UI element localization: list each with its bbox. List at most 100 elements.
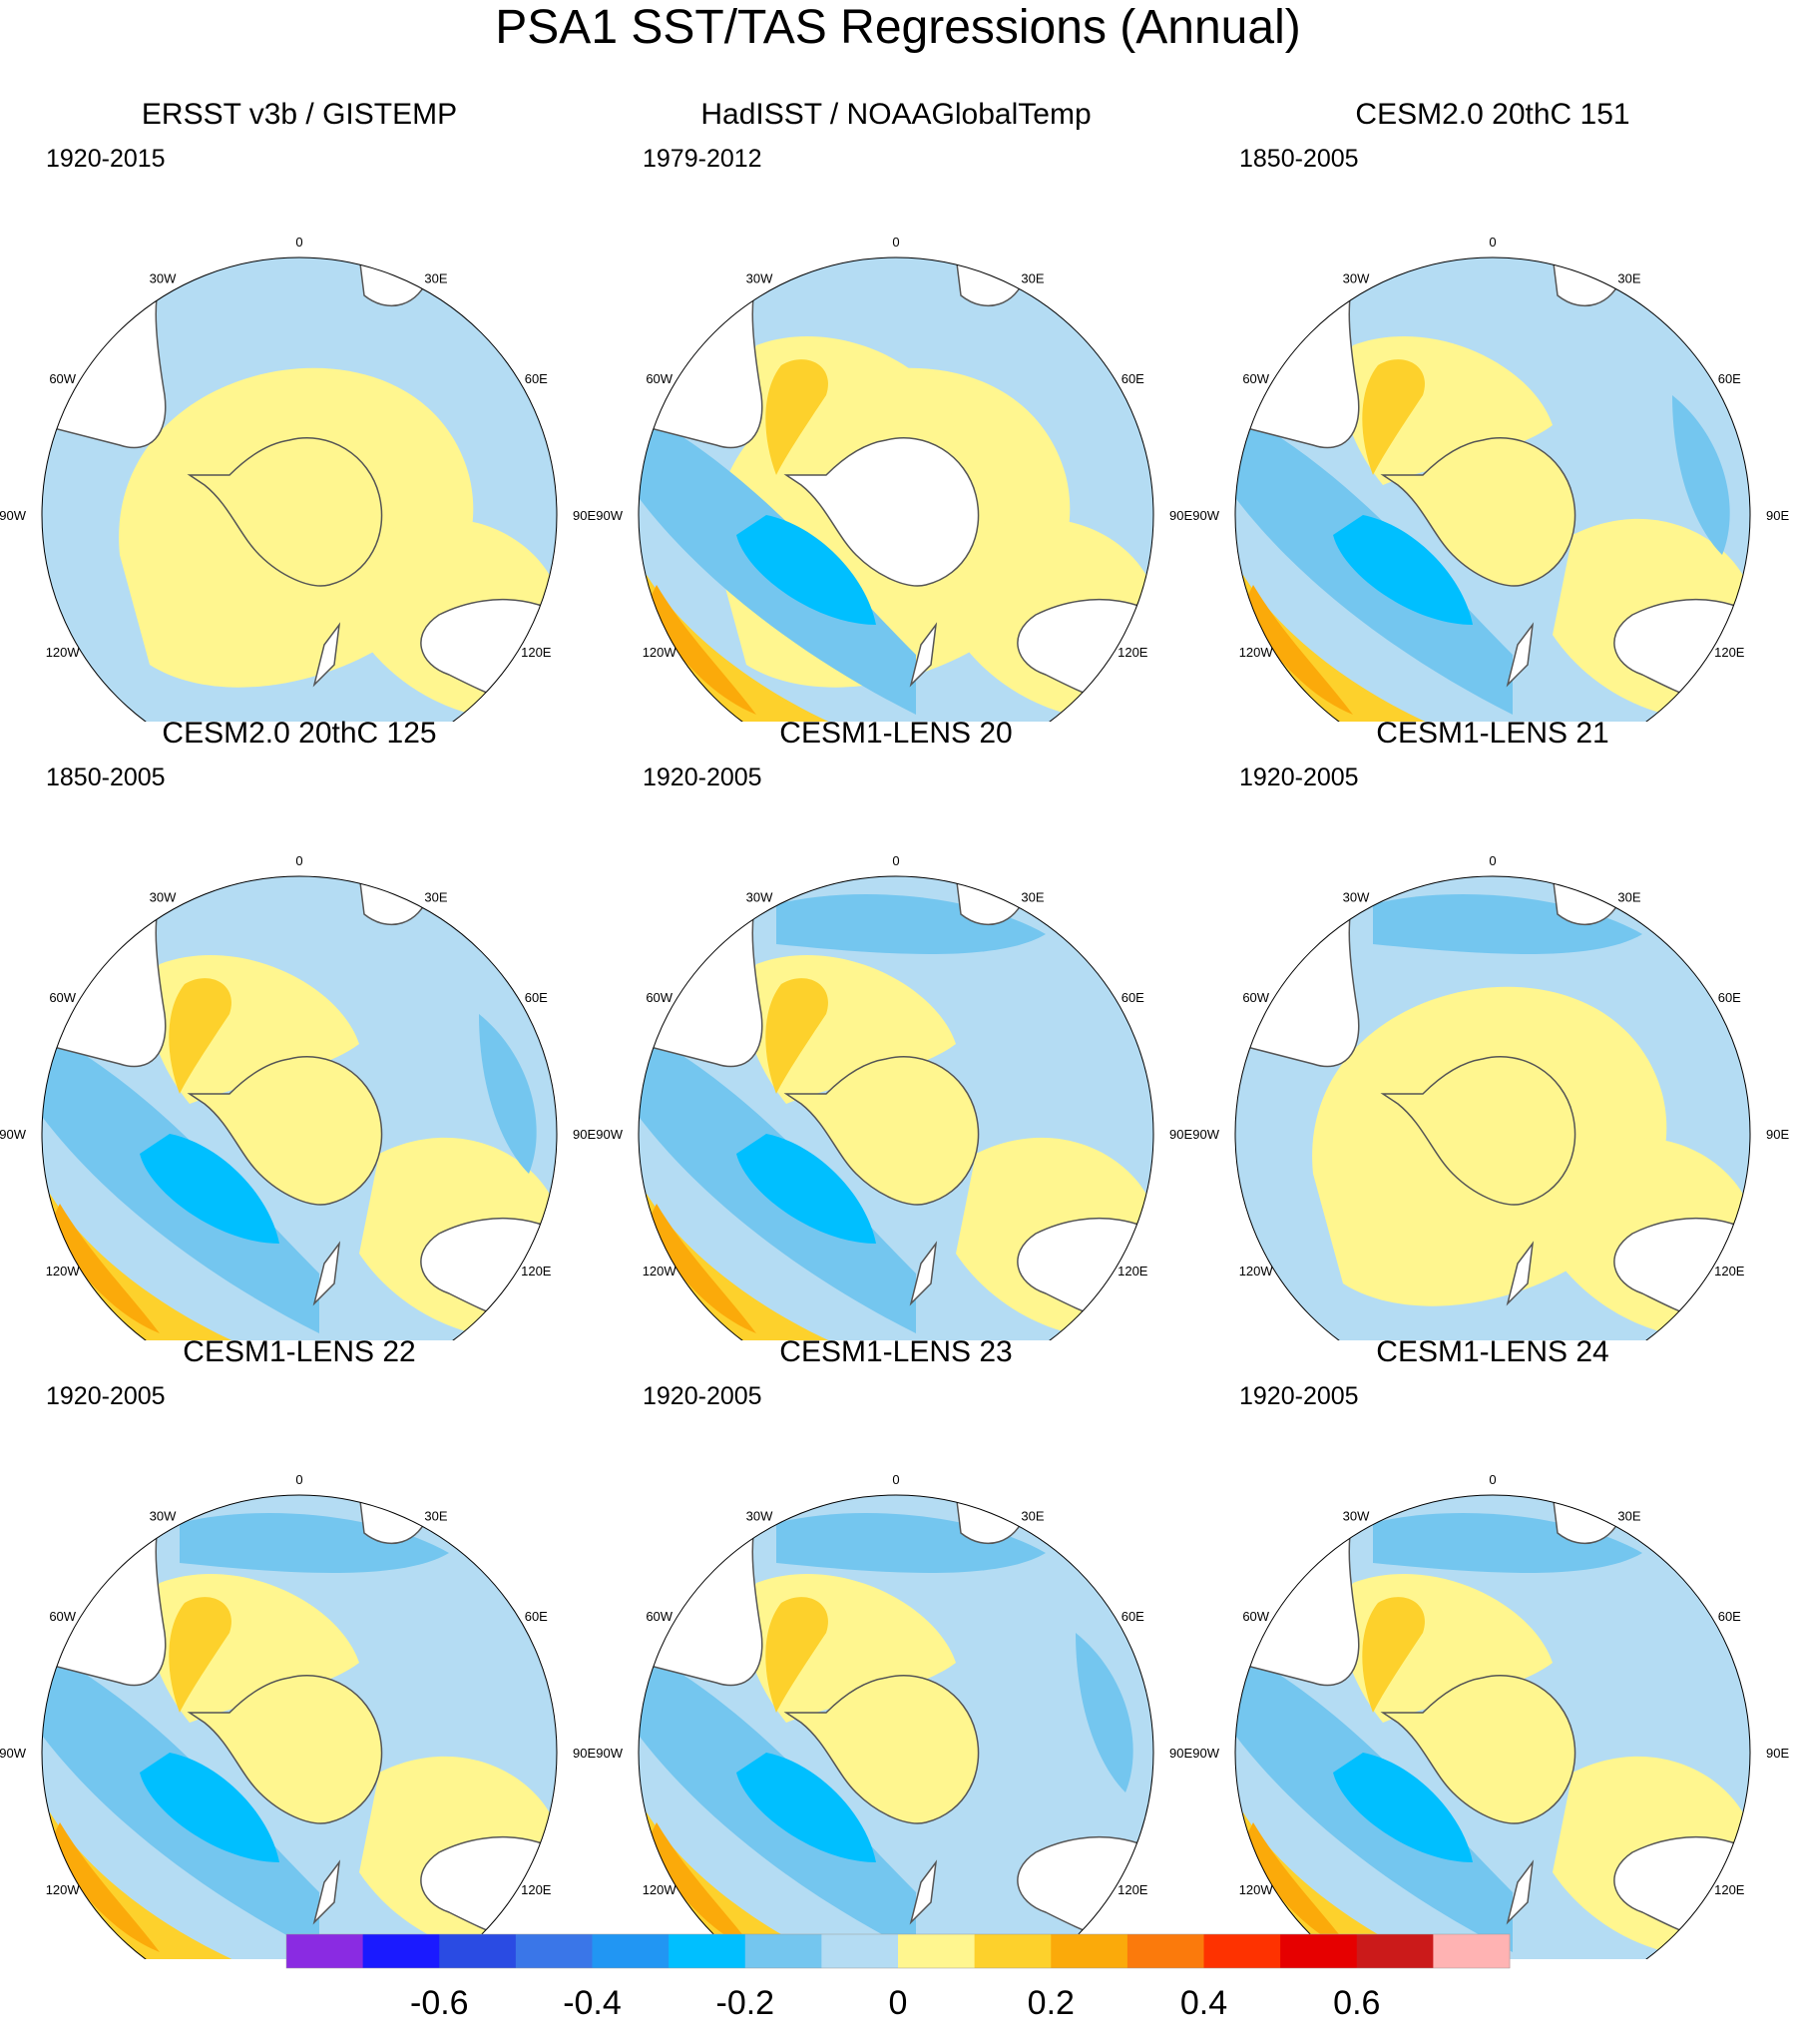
coastline-antarctica [783, 1675, 980, 1824]
panel-title: CESM1-LENS 23 [779, 1335, 1013, 1368]
colorbar-label: 0.2 [1028, 1984, 1075, 2022]
anomaly-region-neg3 [736, 1134, 876, 1244]
longitude-label: 120E [1714, 645, 1745, 660]
panel-period: 1850-2005 [46, 764, 166, 791]
colorbar-swatch [1203, 1934, 1281, 1968]
longitude-label: 30W [1343, 271, 1370, 286]
longitude-label: 0 [1489, 853, 1496, 868]
anomaly-region-neg3 [736, 1753, 876, 1862]
longitude-label: 120E [1118, 1264, 1148, 1278]
colorbar-frame [285, 1933, 1511, 1969]
longitude-label: 120E [1118, 1882, 1148, 1897]
longitude-label: 0 [295, 853, 302, 868]
anomaly-region-neg3 [140, 1753, 279, 1862]
map-field [639, 1495, 1153, 1959]
longitude-label: 60W [1242, 371, 1269, 386]
map-panel: CESM1-LENS 221920-2005030E60E90E120E150E… [0, 1335, 599, 1959]
longitude-label: 60E [1718, 1609, 1741, 1624]
map-panel: CESM1-LENS 241920-2005030E60E90E120E150E… [1193, 1335, 1792, 1959]
coastline-new-zealand [312, 622, 341, 688]
colorbar-swatch [821, 1934, 899, 1968]
longitude-label: 120W [643, 1882, 677, 1897]
panel-title: CESM2.0 20thC 151 [1355, 98, 1630, 131]
longitude-label: 90W [1193, 1127, 1220, 1142]
colorbar: -0.6 -0.4 -0.2 0 0.2 0.4 0.6 [285, 1933, 1511, 2022]
longitude-label: 60E [525, 371, 548, 386]
panel-period: 1920-2015 [46, 145, 166, 173]
longitude-label: 120E [1714, 1264, 1745, 1278]
map-panel: CESM1-LENS 231920-2005030E60E90E120E150E… [597, 1335, 1195, 1959]
longitude-label: 120W [46, 1882, 81, 1897]
longitude-label: 60E [525, 990, 548, 1005]
longitude-label: 120W [1239, 1882, 1274, 1897]
panel-period: 1920-2005 [1239, 1382, 1359, 1410]
anomaly-region-pos2 [169, 978, 231, 1094]
coastline-new-zealand [312, 1241, 341, 1306]
longitude-label: 60W [49, 990, 76, 1005]
coastline-antarctica [1380, 437, 1576, 587]
map-panel: HadISST / NOAAGlobalTemp 1979-2012 0 30E 60E… [597, 98, 1195, 722]
longitude-label: 90W [597, 1746, 624, 1761]
colorbar-swatch [898, 1934, 976, 1968]
longitude-label: 0 [892, 1472, 899, 1487]
longitude-label: 30W [1343, 1509, 1370, 1524]
anomaly-region-pos3 [50, 1204, 160, 1333]
map-field [42, 1495, 557, 1959]
coastline-antarctica [783, 1056, 980, 1206]
longitude-label: 30E [424, 271, 447, 286]
anomaly-region-pos2 [1362, 1597, 1425, 1713]
longitude-label: 90E [1766, 508, 1789, 523]
map-field [1235, 1495, 1750, 1959]
colorbar-swatch [744, 1934, 822, 1968]
colorbar-swatch [1280, 1934, 1358, 1968]
anomaly-region-neg2 [479, 1014, 537, 1174]
longitude-label: 60W [49, 371, 76, 386]
coastline-antarctica [187, 1056, 383, 1206]
longitude-label: 30W [150, 271, 177, 286]
anomaly-region-pos2 [765, 1597, 828, 1713]
anomaly-region-pos2 [1362, 359, 1425, 475]
colorbar-label: -0.4 [563, 1984, 622, 2022]
longitude-label: 90W [1193, 1746, 1220, 1761]
longitude-label: 60W [646, 990, 673, 1005]
map-field [1235, 876, 1750, 1340]
coastline-antarctica [187, 437, 383, 587]
polar-map: 030E60E90E120E150E180150W120W90W60W30W [1193, 853, 1789, 1340]
map-border [638, 256, 1154, 722]
colorbar-label: 0.4 [1180, 1984, 1227, 2022]
longitude-label: 90W [1193, 508, 1220, 523]
longitude-label: 60W [646, 371, 673, 386]
longitude-label: 90E [1169, 1127, 1192, 1142]
colorbar-label: 0.6 [1333, 1984, 1380, 2022]
longitude-label: 30E [1617, 271, 1640, 286]
longitude-label: 60E [525, 1609, 548, 1624]
map-border [638, 875, 1154, 1340]
longitude-label: 90E [1169, 1746, 1192, 1761]
longitude-label: 0 [892, 853, 899, 868]
map-panel: CESM1-LENS 211920-2005030E60E90E120E150E… [1193, 717, 1792, 1340]
longitude-label: 0 [295, 235, 302, 250]
longitude-label: 120W [1239, 1264, 1274, 1278]
anomaly-region-pos3 [647, 585, 756, 715]
panel-period: 1920-2005 [643, 764, 762, 791]
map-border [41, 1494, 558, 1959]
longitude-label: 30E [1021, 271, 1044, 286]
longitude-label: 60E [1122, 990, 1144, 1005]
colorbar-swatch [592, 1934, 670, 1968]
coastline-new-zealand [1506, 1859, 1535, 1925]
coastline-antarctica [1380, 1675, 1576, 1824]
map-field [42, 257, 557, 722]
map-panel: CESM1-LENS 201920-2005030E60E90E120E150E… [597, 717, 1195, 1340]
longitude-label: 120E [521, 645, 552, 660]
panel-title: CESM1-LENS 20 [779, 717, 1013, 750]
anomaly-region-neg3 [1333, 515, 1473, 625]
coastline-antarctica [783, 437, 980, 587]
longitude-label: 0 [1489, 1472, 1496, 1487]
longitude-label: 30E [424, 1509, 447, 1524]
anomaly-region-pos3 [50, 1822, 160, 1952]
polar-map: 030E60E90E120E150E180150W120W90W60W30W [597, 853, 1192, 1340]
map-field [639, 257, 1153, 722]
panel-period: 1979-2012 [643, 145, 762, 173]
colorbar-swatch [669, 1934, 746, 1968]
longitude-label: 0 [295, 1472, 302, 1487]
